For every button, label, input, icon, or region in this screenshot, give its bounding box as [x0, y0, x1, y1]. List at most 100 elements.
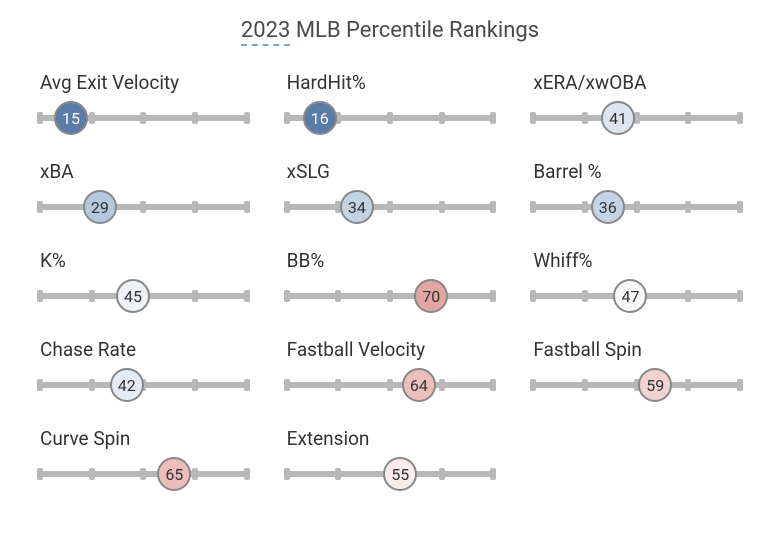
- metric-label: xBA: [40, 160, 247, 183]
- metric: Chase Rate 42: [40, 338, 247, 403]
- slider-tick: [37, 379, 43, 391]
- metric: K% 45: [40, 249, 247, 314]
- percentile-value: 59: [646, 376, 664, 395]
- metric: Whiff% 47: [533, 249, 740, 314]
- slider-tick: [284, 468, 290, 480]
- title-rest: MLB Percentile Rankings: [290, 18, 539, 43]
- percentile-slider[interactable]: 45: [40, 278, 247, 314]
- percentile-slider[interactable]: 29: [40, 189, 247, 225]
- metric-label: K%: [40, 249, 247, 272]
- percentile-slider[interactable]: 34: [287, 189, 494, 225]
- percentile-bubble[interactable]: 47: [613, 279, 647, 313]
- slider-tick: [439, 379, 445, 391]
- percentile-value: 42: [118, 376, 136, 395]
- metric: Fastball Spin 59: [533, 338, 740, 403]
- slider-tick: [737, 379, 743, 391]
- slider-tick: [244, 379, 250, 391]
- slider-tick: [37, 290, 43, 302]
- percentile-value: 29: [91, 198, 109, 217]
- percentile-bubble[interactable]: 34: [340, 190, 374, 224]
- slider-tick: [37, 468, 43, 480]
- slider-tick: [439, 468, 445, 480]
- slider-tick: [439, 201, 445, 213]
- percentile-slider[interactable]: 65: [40, 456, 247, 492]
- slider-tick: [530, 112, 536, 124]
- percentile-value: 45: [124, 287, 142, 306]
- slider-tick: [490, 112, 496, 124]
- percentile-slider[interactable]: 55: [287, 456, 494, 492]
- metric-label: Fastball Spin: [533, 338, 740, 361]
- percentile-bubble[interactable]: 65: [157, 457, 191, 491]
- metric: Curve Spin 65: [40, 427, 247, 492]
- slider-tick: [490, 290, 496, 302]
- slider-tick: [192, 112, 198, 124]
- percentile-bubble[interactable]: 55: [383, 457, 417, 491]
- percentile-bubble[interactable]: 70: [414, 279, 448, 313]
- slider-tick: [192, 468, 198, 480]
- slider-tick: [284, 379, 290, 391]
- slider-tick: [284, 290, 290, 302]
- slider-tick: [335, 290, 341, 302]
- percentile-bubble[interactable]: 42: [110, 368, 144, 402]
- percentile-slider[interactable]: 16: [287, 100, 494, 136]
- percentile-bubble[interactable]: 64: [402, 368, 436, 402]
- slider-tick: [737, 201, 743, 213]
- metric-label: Extension: [287, 427, 494, 450]
- metric: xERA/xwOBA 41: [533, 71, 740, 136]
- slider-tick: [284, 112, 290, 124]
- slider-tick: [530, 290, 536, 302]
- metric: BB%70: [287, 249, 494, 314]
- percentile-bubble[interactable]: 16: [303, 101, 337, 135]
- percentile-bubble[interactable]: 15: [54, 101, 88, 135]
- slider-tick: [387, 379, 393, 391]
- percentile-bubble[interactable]: 41: [601, 101, 635, 135]
- percentile-slider[interactable]: 15: [40, 100, 247, 136]
- slider-tick: [582, 290, 588, 302]
- percentile-slider[interactable]: 64: [287, 367, 494, 403]
- metric-label: Curve Spin: [40, 427, 247, 450]
- slider-tick: [582, 379, 588, 391]
- percentile-bubble[interactable]: 45: [116, 279, 150, 313]
- slider-tick: [335, 468, 341, 480]
- slider-tick: [192, 290, 198, 302]
- slider-tick: [140, 468, 146, 480]
- slider-tick: [530, 201, 536, 213]
- percentile-slider[interactable]: 47: [533, 278, 740, 314]
- slider-tick: [244, 201, 250, 213]
- percentile-slider[interactable]: 42: [40, 367, 247, 403]
- percentile-bubble[interactable]: 29: [83, 190, 117, 224]
- metric: Barrel %36: [533, 160, 740, 225]
- slider-tick: [192, 201, 198, 213]
- percentile-slider[interactable]: 70: [287, 278, 494, 314]
- slider-tick: [387, 201, 393, 213]
- percentile-value: 36: [599, 198, 617, 217]
- title-year[interactable]: 2023: [241, 18, 290, 46]
- percentile-value: 65: [165, 465, 183, 484]
- slider-tick: [140, 112, 146, 124]
- slider-tick: [140, 201, 146, 213]
- metric-label: Chase Rate: [40, 338, 247, 361]
- percentile-slider[interactable]: 36: [533, 189, 740, 225]
- slider-tick: [439, 112, 445, 124]
- slider-tick: [335, 379, 341, 391]
- slider-tick: [685, 290, 691, 302]
- metric-label: Whiff%: [533, 249, 740, 272]
- metric-label: xSLG: [287, 160, 494, 183]
- metric-label: Fastball Velocity: [287, 338, 494, 361]
- percentile-slider[interactable]: 59: [533, 367, 740, 403]
- metric: Extension 55: [287, 427, 494, 492]
- percentile-value: 64: [410, 376, 428, 395]
- percentile-value: 55: [391, 465, 409, 484]
- metric: HardHit%16: [287, 71, 494, 136]
- slider-tick: [387, 290, 393, 302]
- metric-label: xERA/xwOBA: [533, 71, 740, 94]
- slider-tick: [244, 112, 250, 124]
- percentile-bubble[interactable]: 36: [591, 190, 625, 224]
- percentile-slider[interactable]: 41: [533, 100, 740, 136]
- metric: Avg Exit Velocity15: [40, 71, 247, 136]
- slider-tick: [490, 468, 496, 480]
- slider-tick: [244, 468, 250, 480]
- percentile-bubble[interactable]: 59: [638, 368, 672, 402]
- metric: Fastball Velocity 64: [287, 338, 494, 403]
- page-title: 2023 MLB Percentile Rankings: [40, 18, 740, 43]
